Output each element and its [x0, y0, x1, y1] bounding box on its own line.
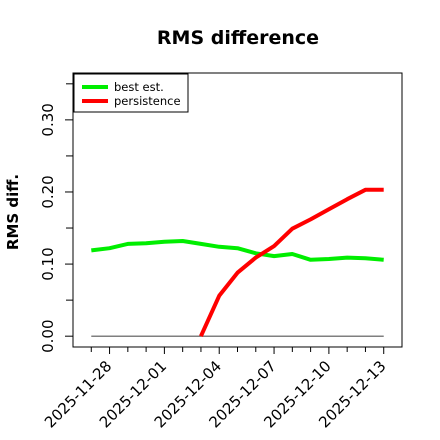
legend-box: [73, 73, 189, 113]
y-axis-label: RMS diff.: [4, 174, 22, 250]
plot-frame: [72, 72, 403, 348]
y-tick-label: 0.30: [39, 103, 57, 136]
series-line-0: [91, 239, 384, 262]
y-tick-label: 0.10: [39, 247, 57, 280]
y-tick-label: 0.20: [39, 175, 57, 208]
x-axis: 2025-11-282025-12-012025-12-042025-12-07…: [41, 347, 390, 431]
series-line-1: [199, 187, 384, 338]
legend: best est.persistence: [73, 73, 189, 113]
legend-label: best est.: [114, 80, 164, 94]
chart-title: RMS difference: [157, 27, 319, 49]
legend-label: persistence: [114, 94, 181, 108]
y-tick-label: 0.00: [39, 319, 57, 352]
series-group: [91, 187, 384, 338]
y-axis: 0.00 0.10 0.20 0.30: [39, 83, 73, 353]
